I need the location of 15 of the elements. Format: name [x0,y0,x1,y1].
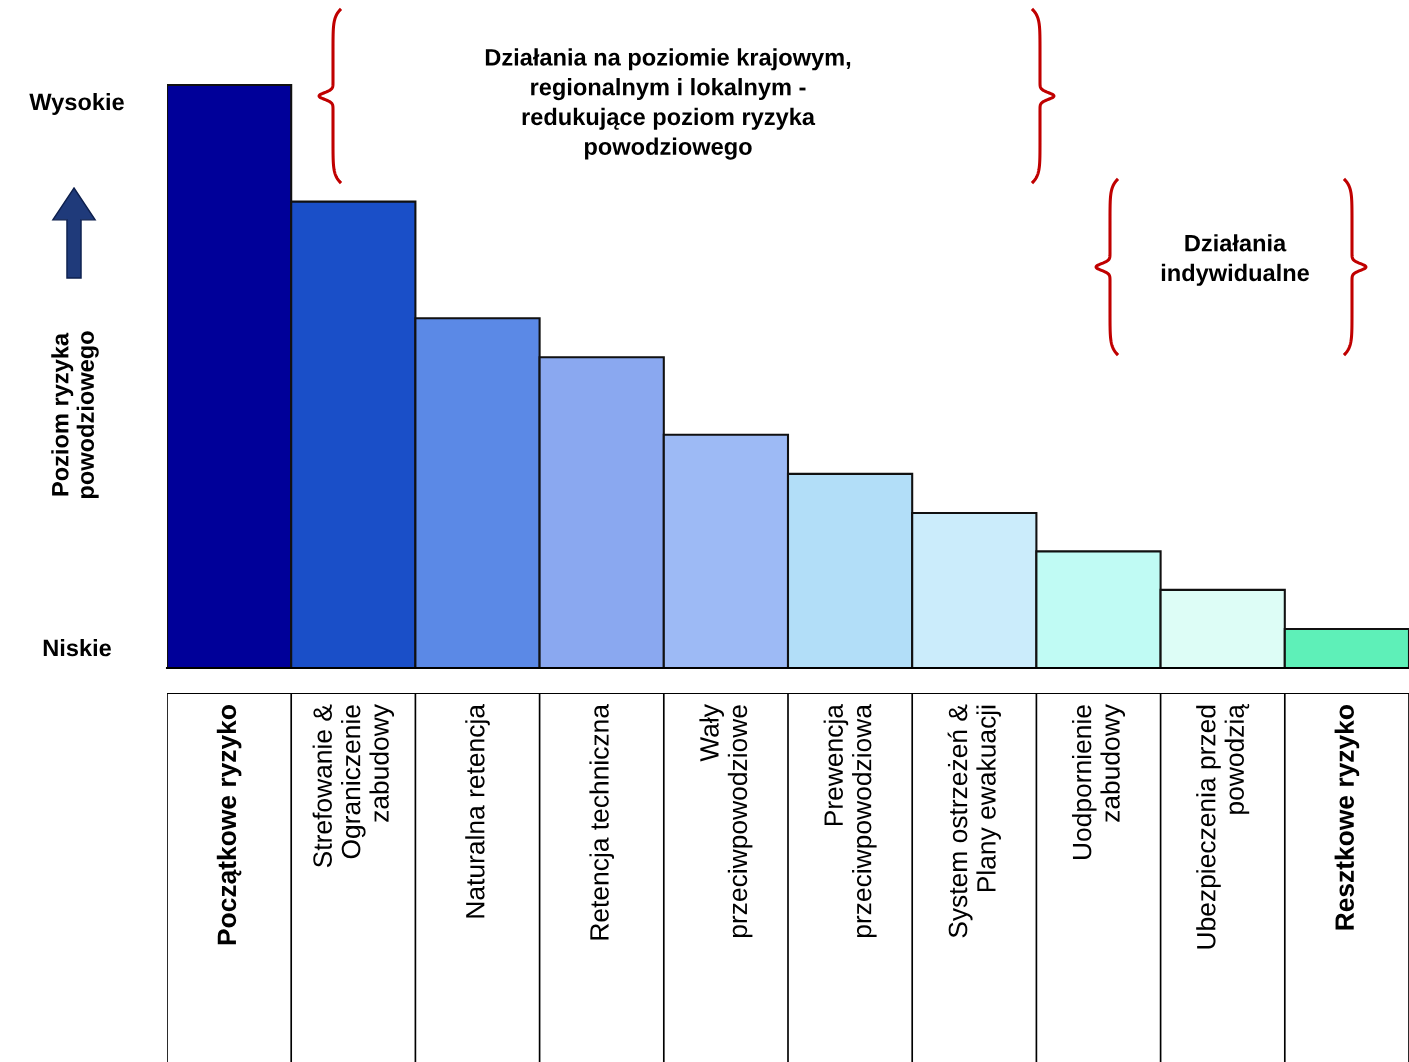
x-tick-label: System ostrzeżeń & Plany ewakuacji [947,704,1001,938]
x-tick-label: Naturalna retencja [465,704,490,918]
text: Wysokie [29,93,124,115]
x-tick-label: Uodpornienie zabudowy [1071,704,1126,859]
x-tick-label: Resztkowe ryzyko [1334,705,1360,930]
x-tick-label: Początkowe ryzyko [216,705,242,945]
x-tick-label: Wały przeciwpowodziowe [699,704,753,938]
annotation: Działania indywidualne [1161,234,1309,286]
annotation: Działania na poziomie krajowym, regionalnym i lokalnym - redukujące poziom ryzyka powodziowego [485,48,851,160]
text: Niskie [43,638,111,657]
x-tick-label: Strefowanie & Ograniczenie zabudowy [312,704,395,868]
x-tick-label: Ubezpieczenia przed powodzią [1196,704,1250,949]
x-tick-label: Prewencja przeciwpowodziowa [823,704,877,938]
x-tick-label: Retencja techniczna [589,704,614,940]
y-axis-title: Poziom ryzyka powodziowego [51,331,99,499]
